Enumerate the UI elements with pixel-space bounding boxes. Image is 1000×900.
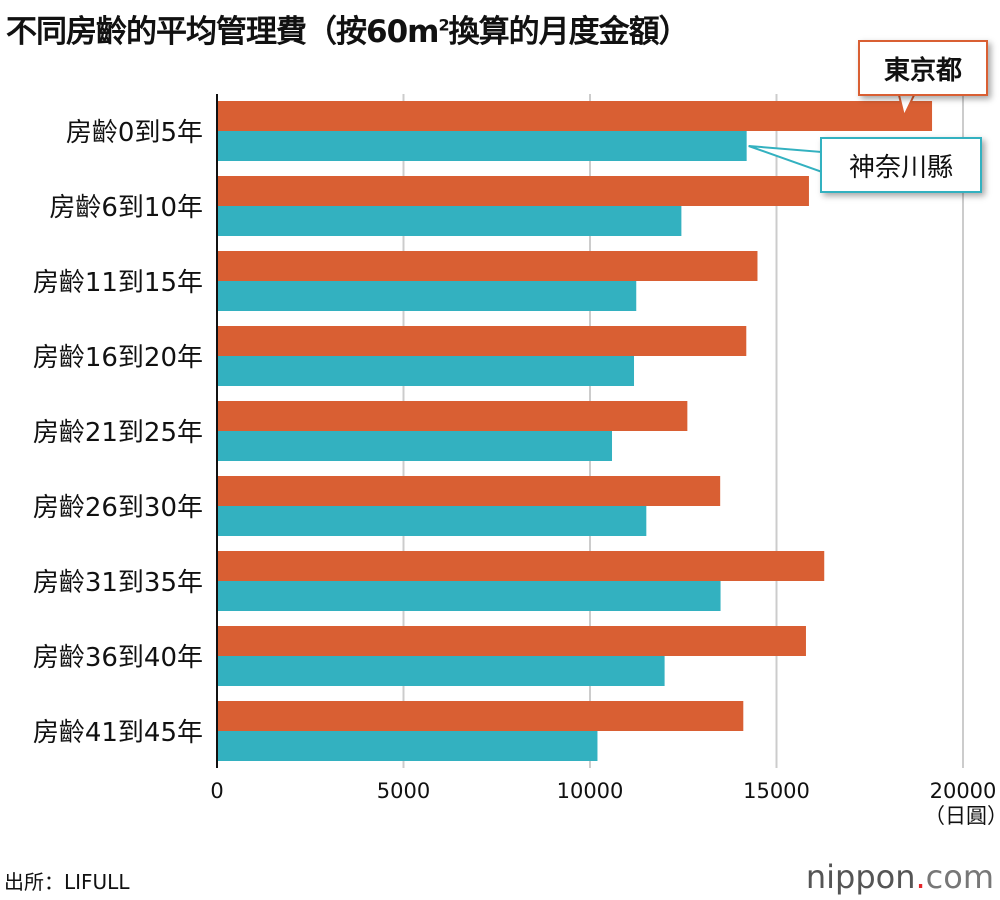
- bar-tokyo: [217, 551, 825, 581]
- legend-callout-kanagawa: 神奈川縣: [820, 137, 982, 193]
- x-axis-unit: （日圓）: [924, 804, 1000, 828]
- bar-kanagawa: [217, 656, 665, 686]
- bar-kanagawa: [217, 731, 598, 761]
- category-label: 房齡6到10年: [49, 193, 203, 223]
- bar-tokyo: [217, 401, 688, 431]
- legend-callout-tokyo: 東京都: [858, 40, 988, 96]
- category-label: 房齡21到25年: [33, 418, 203, 448]
- source-note: 出所：LIFULL: [4, 870, 130, 894]
- bar-kanagawa: [217, 506, 647, 536]
- bar-tokyo: [217, 101, 933, 131]
- bar-kanagawa: [217, 281, 637, 311]
- category-label: 房齡36到40年: [33, 643, 203, 673]
- category-label: 房齡26到30年: [33, 493, 203, 523]
- bar-tokyo: [217, 626, 806, 656]
- bar-kanagawa: [217, 356, 635, 386]
- title-text: 不同房齡的平均管理費（按60m: [6, 14, 439, 50]
- x-tick-label: 15000: [743, 779, 810, 803]
- x-tick-label: 10000: [557, 779, 624, 803]
- bar-kanagawa: [217, 581, 721, 611]
- bar-tokyo: [217, 701, 744, 731]
- title-superscript: 2: [438, 15, 449, 35]
- chart-title: 不同房齡的平均管理費（按60m2換算的月度金額）: [6, 6, 690, 51]
- bar-kanagawa: [217, 131, 747, 161]
- bar-tokyo: [217, 176, 809, 206]
- x-tick-label: 5000: [377, 779, 430, 803]
- category-label: 房齡0到5年: [66, 118, 203, 148]
- bar-tokyo: [217, 326, 747, 356]
- callout-pointer-kanagawa: [748, 145, 823, 174]
- bar-tokyo: [217, 251, 758, 281]
- nippon-logo: nippon.com: [805, 858, 994, 896]
- category-label: 房齡11到15年: [33, 268, 203, 298]
- category-label: 房齡31到35年: [33, 568, 203, 598]
- bar-kanagawa: [217, 206, 682, 236]
- title-text-end: 換算的月度金額）: [448, 14, 690, 50]
- category-label: 房齡41到45年: [33, 718, 203, 748]
- category-label: 房齡16到20年: [33, 343, 203, 373]
- bar-kanagawa: [217, 431, 613, 461]
- bar-tokyo: [217, 476, 721, 506]
- x-tick-label: 0: [210, 779, 223, 803]
- x-tick-label: 20000: [930, 779, 997, 803]
